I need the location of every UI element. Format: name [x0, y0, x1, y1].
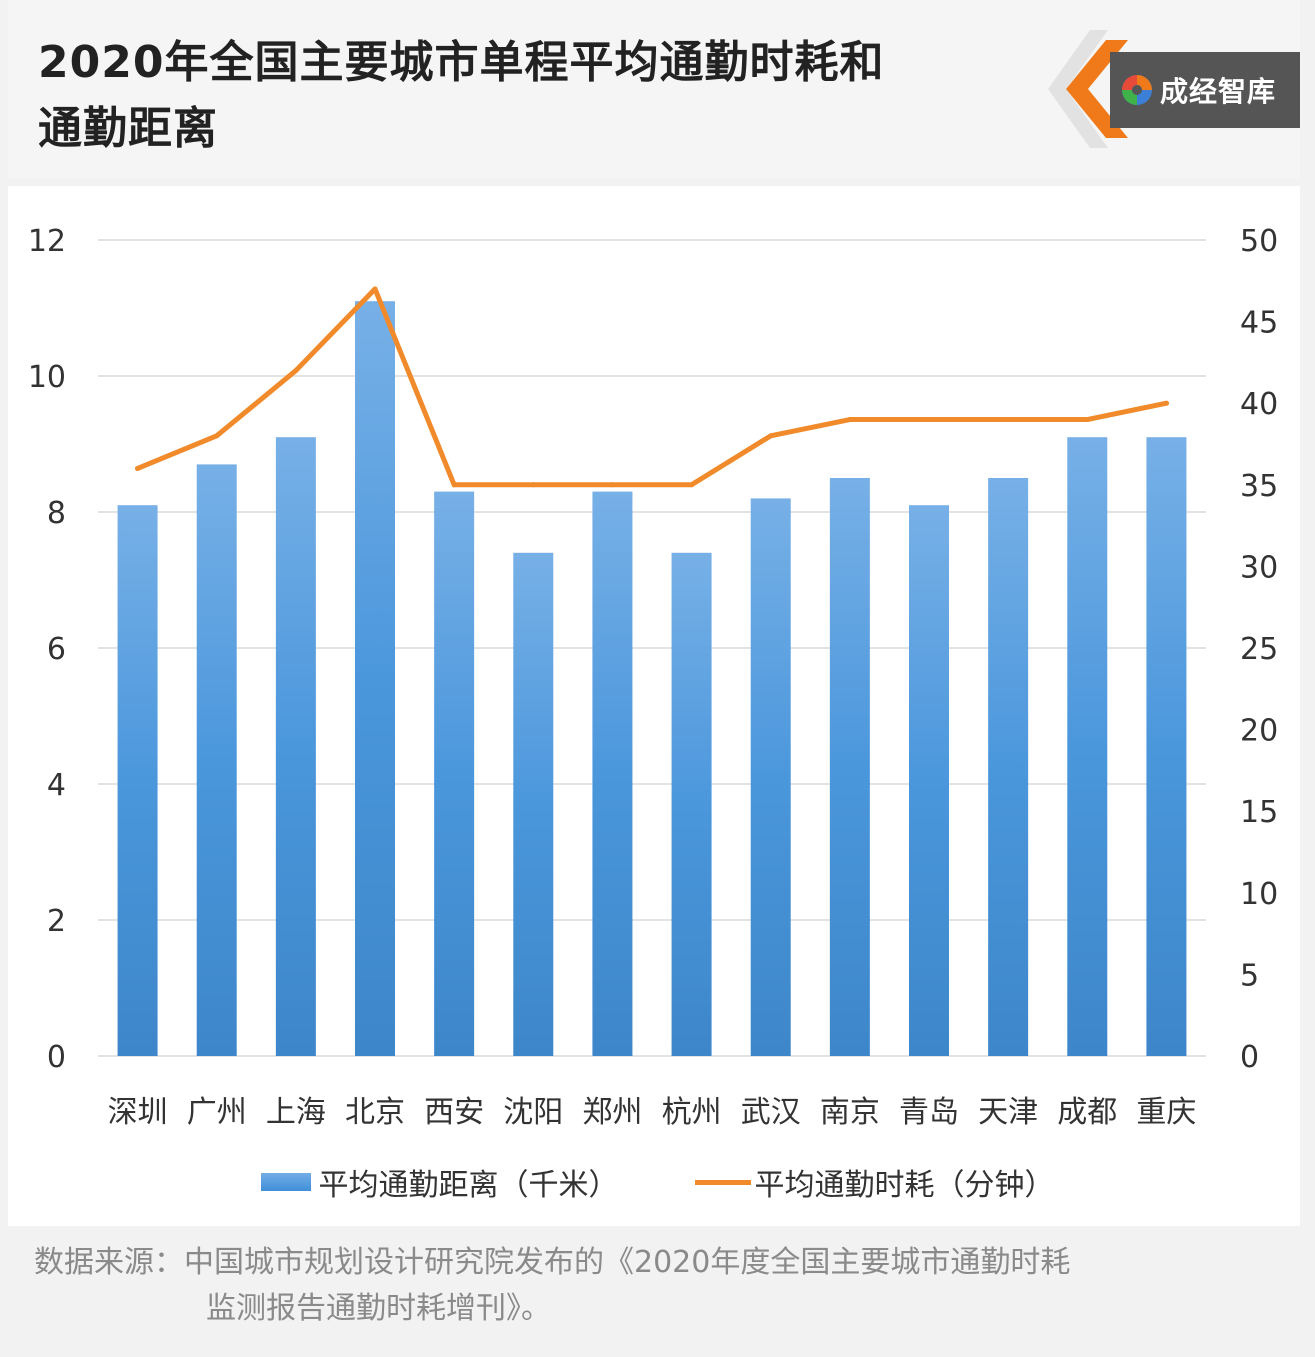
bar — [117, 505, 158, 1056]
line-point — [768, 433, 774, 439]
x-tick-label: 深圳 — [108, 1095, 168, 1130]
swirl-logo-icon — [1122, 75, 1152, 105]
line-point — [214, 433, 220, 439]
bar — [1067, 437, 1108, 1056]
y-right-tick-label: 35 — [1240, 469, 1278, 504]
line-point — [847, 417, 853, 423]
x-tick-label: 天津 — [978, 1095, 1038, 1130]
legend-bar-swatch — [260, 1173, 311, 1191]
brand-name: 成经智库 — [1160, 75, 1277, 108]
y-left-tick-label: 10 — [28, 360, 66, 395]
chart-title: 2020年全国主要城市单程平均通勤时耗和 通勤距离 — [38, 30, 1018, 162]
bar — [592, 491, 633, 1057]
x-tick-label: 广州 — [187, 1095, 247, 1130]
bar — [671, 552, 712, 1056]
y-left-tick-label: 0 — [47, 1040, 66, 1075]
legend-label-time: 平均通勤时耗（分钟） — [754, 1168, 1055, 1203]
line-point — [926, 417, 932, 423]
y-right-tick-label: 50 — [1240, 224, 1278, 259]
line-point — [451, 482, 457, 488]
data-source-note: 数据来源：中国城市规划设计研究院发布的《2020年度全国主要城市通勤时耗 监测报… — [34, 1240, 1284, 1332]
line-point — [1163, 400, 1169, 406]
x-tick-label: 南京 — [820, 1095, 880, 1130]
chart-area: 0 2 4 6 8 10 12 0 5 10 15 20 25 30 35 40 45 50 深圳 广州 上海 北京 西安沈… — [8, 186, 1300, 1226]
x-tick-label: 成都 — [1057, 1095, 1117, 1130]
source-line-1: 数据来源：中国城市规划设计研究院发布的《2020年度全国主要城市通勤时耗 — [34, 1245, 1071, 1280]
y-left-tick-label: 8 — [47, 496, 66, 531]
bar — [355, 301, 395, 1056]
x-tick-label: 沈阳 — [503, 1095, 563, 1130]
y-right-tick-label: 40 — [1240, 387, 1278, 422]
legend-line-swatch — [694, 1179, 751, 1185]
y-right-tick-label: 25 — [1240, 632, 1278, 667]
y-left-tick-label: 12 — [28, 224, 66, 259]
bar — [750, 498, 791, 1056]
y-left-tick-label: 2 — [47, 904, 66, 939]
y-right-tick-label: 30 — [1240, 550, 1278, 585]
x-tick-label: 西安 — [424, 1095, 484, 1130]
line-point — [530, 482, 536, 488]
line-point — [1005, 417, 1011, 423]
bar — [513, 552, 554, 1056]
bar — [988, 478, 1029, 1056]
y-right-tick-label: 10 — [1240, 877, 1278, 912]
title-line-2: 通勤距离 — [38, 103, 218, 154]
y-right-tick-label: 5 — [1240, 958, 1259, 993]
line-series-commute-time — [135, 286, 1169, 488]
x-tick-label: 郑州 — [582, 1095, 642, 1130]
x-tick-label: 武汉 — [741, 1095, 801, 1130]
x-tick-label: 杭州 — [662, 1095, 722, 1130]
y-left-tick-label: 4 — [47, 768, 66, 803]
x-tick-label: 青岛 — [899, 1095, 959, 1130]
x-tick-label: 重庆 — [1136, 1095, 1196, 1130]
x-tick-label: 北京 — [345, 1095, 405, 1130]
logo-chevron-icon — [1048, 30, 1128, 148]
bar — [275, 437, 316, 1056]
bar — [1146, 437, 1187, 1056]
legend: 平均通勤距离（千米） 平均通勤时耗（分钟） — [0, 1160, 1315, 1204]
brand-logo: 成经智库 — [1110, 52, 1300, 128]
source-line-2: 监测报告通勤时耗增刊》。 — [206, 1291, 551, 1326]
bar — [829, 478, 870, 1056]
y-right-tick-label: 15 — [1240, 795, 1278, 830]
y-right-tick-label: 20 — [1240, 714, 1278, 749]
y-left-tick-label: 6 — [47, 632, 66, 667]
line-point — [372, 286, 378, 292]
line-point — [609, 482, 615, 488]
title-line-1: 2020年全国主要城市单程平均通勤时耗和 — [38, 37, 885, 88]
line-point — [1084, 417, 1090, 423]
line-point — [293, 368, 299, 374]
legend-item-distance: 平均通勤距离（千米） — [260, 1160, 619, 1204]
bar — [434, 491, 475, 1057]
line-point — [689, 482, 695, 488]
bar — [909, 505, 949, 1056]
y-right-tick-label: 0 — [1240, 1040, 1259, 1075]
line-point — [135, 465, 141, 471]
combo-chart: 0 2 4 6 8 10 12 0 5 10 15 20 25 30 35 40 45 50 深圳 广州 上海 北京 西安沈… — [28, 224, 1278, 1130]
legend-label-distance: 平均通勤距离（千米） — [318, 1168, 619, 1203]
y-right-tick-label: 45 — [1240, 306, 1278, 341]
legend-item-time: 平均通勤时耗（分钟） — [694, 1160, 1055, 1204]
x-tick-label: 上海 — [266, 1095, 326, 1130]
bar — [196, 464, 237, 1056]
